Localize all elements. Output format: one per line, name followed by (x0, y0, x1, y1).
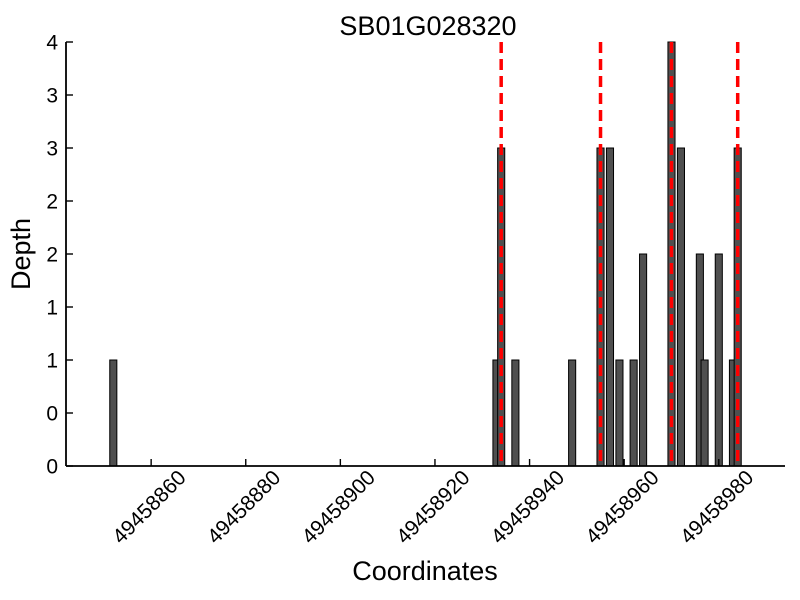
x-tick-label: 49458980 (676, 466, 758, 548)
y-tick-label: 0 (46, 456, 58, 479)
depth-bar (615, 359, 624, 467)
depth-bar (676, 147, 685, 467)
y-tick-label: 1 (46, 297, 58, 320)
depth-bar (714, 253, 723, 467)
x-tick-label: 49458960 (581, 466, 663, 548)
y-tick-label: 2 (46, 244, 58, 267)
y-tick-label: 2 (46, 191, 58, 214)
y-tick-label: 1 (46, 350, 58, 373)
plot-area: 49458860 49458880 49458900 49458920 49458940… (46, 32, 785, 549)
depth-bar (511, 359, 520, 467)
y-axis-label: Depth (6, 218, 36, 290)
depth-bar (568, 359, 577, 467)
depth-bar (700, 359, 709, 467)
chart-title: SB01G028320 (339, 11, 516, 41)
depth-bar (629, 359, 638, 467)
x-tick-label: 49458900 (298, 466, 380, 548)
y-tick-label: 0 (46, 403, 58, 426)
y-tick-label: 3 (46, 85, 58, 108)
y-tick-label: 4 (46, 32, 58, 55)
depth-bar (639, 253, 648, 467)
x-tick-label: 49458860 (108, 466, 190, 548)
x-tick-label: 49458940 (487, 466, 569, 548)
y-tick-label: 3 (46, 138, 58, 161)
depth-bar (109, 359, 118, 467)
x-tick-label: 49458880 (203, 466, 285, 548)
x-tick-label: 49458920 (392, 466, 474, 548)
x-axis-label: Coordinates (352, 556, 498, 586)
depth-bar (605, 147, 615, 467)
